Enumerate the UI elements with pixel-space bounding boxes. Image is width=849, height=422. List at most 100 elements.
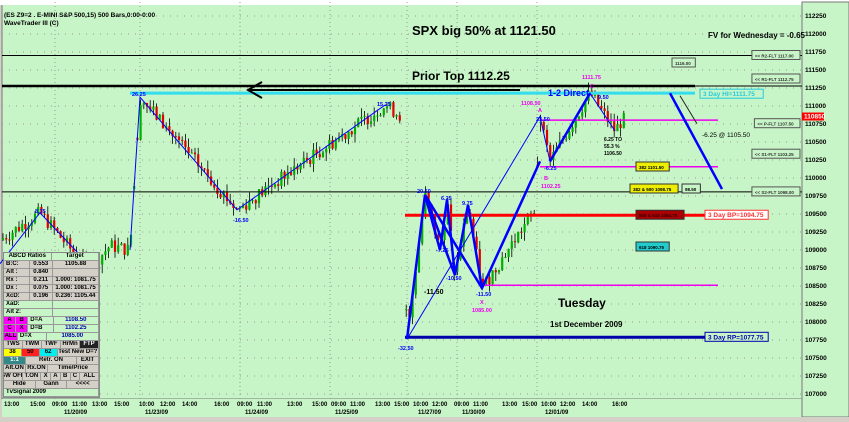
swing-label: 9.75 [462,201,473,207]
ratio-row: ABCD Ratios Target [4,253,99,261]
panel-button[interactable]: TWM [23,341,42,348]
y-tick-label: 110750 [805,121,827,128]
candle-body [347,131,350,139]
last-price-marker [802,112,824,121]
panel-button[interactable]: X [41,373,51,380]
panel-button[interactable]: EXIT [77,357,99,364]
candle-body [497,269,501,273]
candle-body [235,207,238,209]
date-label: 12/01/09 [545,410,569,416]
candle-body [593,94,597,96]
candle-body [414,272,417,295]
candle-body [248,200,251,210]
panel-button[interactable]: 1:1 [4,357,26,364]
panel-button[interactable]: HrMn [61,341,80,348]
level-small-label-box [681,183,701,194]
candle-body [542,121,545,130]
candle-body [597,94,600,106]
panel-button[interactable]: Time/Price [47,365,99,372]
candle-body [491,270,494,285]
x-tick-label: 15:00 [312,402,328,408]
three-day-rp-label: 3 Day RP=1077.75 [708,334,764,341]
fib-618-label: 618 1090.75 [639,245,665,250]
candle-body [123,243,126,255]
panel-button[interactable]: Hide [4,381,36,388]
swing-label: C [590,84,594,90]
panel-button[interactable]: Rx.ON [25,365,48,372]
level-1116-label-box [671,57,696,68]
candle-body [286,172,289,179]
candle-body [155,106,158,120]
panel-button[interactable]: TWF [42,341,61,348]
candle-body [353,127,357,135]
chart-title: SPX big 50% at 1121.50 [412,23,556,38]
panel-button[interactable]: Test New D=? [57,349,100,356]
x-tick-label: 09:00 [331,402,347,408]
point-toggle-X[interactable]: X [16,325,29,332]
date-label: 11/27/09 [418,410,442,416]
panel-button[interactable]: FTP [80,341,99,348]
point-toggle-ALL[interactable]: ALL [4,333,18,340]
y-tick-label: 109000 [805,247,827,254]
ratio-target [53,269,99,276]
panel-button[interactable]: SW OFF [4,373,23,380]
candle-body [139,104,142,140]
candle-body [475,236,478,250]
candle-body [62,237,65,243]
y-tick-label: 108000 [805,319,827,326]
x-tick-label: 15:00 [394,402,410,408]
panel-button[interactable]: B [60,373,71,380]
ratio-label: XcD: [4,293,30,300]
panel-button[interactable]: Alt.ON [4,365,26,372]
candle-body [510,241,513,249]
candle-body [126,244,129,255]
candle-body [11,232,14,240]
x-tick-label: 15:00 [522,402,538,408]
zigzag-line [0,211,96,272]
candle-body [296,166,299,170]
point-toggle-B[interactable]: B [16,317,29,324]
candle-body [443,223,446,241]
candle-body [366,115,369,125]
candle-body [113,240,117,252]
panel-button[interactable]: C [70,373,81,380]
panel-button[interactable]: TWS [4,341,23,348]
candle-body [363,115,366,117]
y-tick-label: 111750 [805,49,826,56]
x-tick-label: 16:00 [214,402,230,408]
candle-body [501,257,504,270]
swing-label: 20.50 [417,189,431,195]
candle-body [565,138,568,140]
ratio-row: XaD: [4,301,99,309]
panel-button[interactable]: A [50,373,61,380]
abcd-ratios-panel: ABCD Ratios Target B:C: 0.553 1105.88 Alt :0.… [3,252,100,398]
panel-button[interactable]: Gann [35,381,68,388]
x-tick-label: 13:00 [4,402,20,408]
ratio-value: 0.211 [29,277,53,284]
candle-body [225,192,229,202]
panel-button[interactable]: Retr. ON [25,357,78,364]
fib-382-label: 382 1101.50 [639,165,664,170]
swing-label: -32.50 [398,346,414,352]
panel-button[interactable]: T.ON [22,373,42,380]
ratio-value: 0.196 [29,293,53,300]
panel-button[interactable]: 38 [4,349,22,356]
panel-button[interactable]: <<<< [67,381,100,388]
x-tick-label: 16:00 [612,402,628,408]
ratio-target: 1.000: 1081.75 [53,277,99,284]
candle-body [273,184,277,187]
point-toggle-A[interactable]: A [4,317,17,324]
candle-body [101,255,104,265]
swing-label: 9.50 [598,95,609,101]
candle-body [309,159,312,164]
candle-body [110,240,113,248]
top-bar [0,0,849,5]
y-tick-label: 108750 [805,265,827,272]
point-toggle-C[interactable]: C [4,325,17,332]
d-target-label: D=X [17,333,47,340]
direct-label: 1-2 Direct [548,88,589,98]
panel-button[interactable]: ALL [80,373,99,380]
panel-button[interactable]: 62 [39,349,58,356]
panel-button[interactable]: 50 [21,349,40,356]
